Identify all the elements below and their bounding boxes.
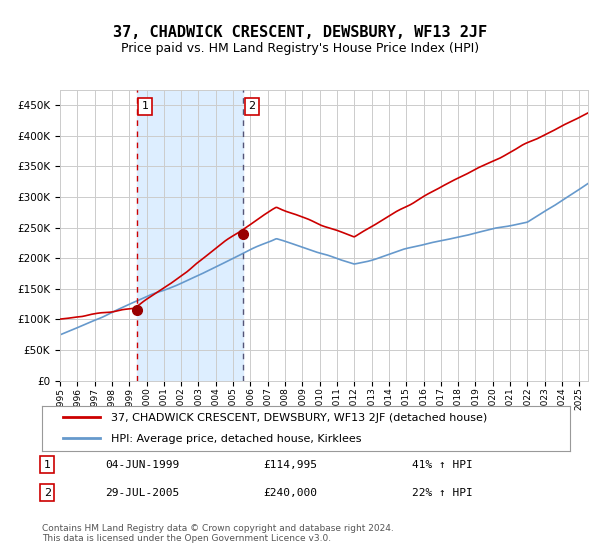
Text: 1: 1 <box>44 460 51 470</box>
Text: Price paid vs. HM Land Registry's House Price Index (HPI): Price paid vs. HM Land Registry's House … <box>121 42 479 55</box>
Text: 37, CHADWICK CRESCENT, DEWSBURY, WF13 2JF (detached house): 37, CHADWICK CRESCENT, DEWSBURY, WF13 2J… <box>110 413 487 423</box>
Text: £240,000: £240,000 <box>264 488 318 498</box>
Text: 22% ↑ HPI: 22% ↑ HPI <box>412 488 472 498</box>
Text: 37, CHADWICK CRESCENT, DEWSBURY, WF13 2JF: 37, CHADWICK CRESCENT, DEWSBURY, WF13 2J… <box>113 25 487 40</box>
Text: HPI: Average price, detached house, Kirklees: HPI: Average price, detached house, Kirk… <box>110 434 361 444</box>
Text: £114,995: £114,995 <box>264 460 318 470</box>
Text: 04-JUN-1999: 04-JUN-1999 <box>106 460 179 470</box>
Text: Contains HM Land Registry data © Crown copyright and database right 2024.
This d: Contains HM Land Registry data © Crown c… <box>42 524 394 543</box>
Bar <box>137 90 243 381</box>
Text: 1: 1 <box>142 101 149 111</box>
Text: 41% ↑ HPI: 41% ↑ HPI <box>412 460 472 470</box>
Text: 2: 2 <box>44 488 51 498</box>
Text: 29-JUL-2005: 29-JUL-2005 <box>106 488 179 498</box>
Text: 2: 2 <box>248 101 256 111</box>
